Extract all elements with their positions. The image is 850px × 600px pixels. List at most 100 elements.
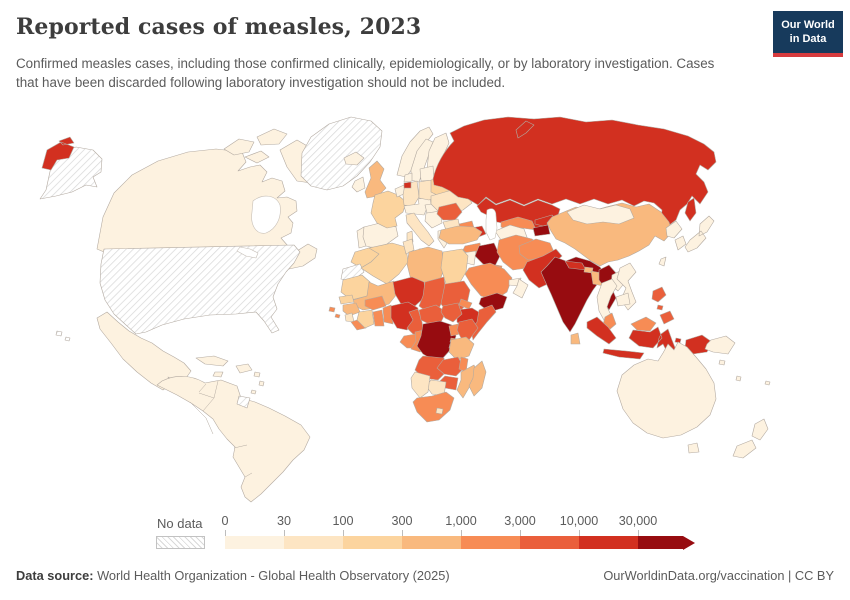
country-taiwan[interactable] xyxy=(658,256,667,267)
country-france[interactable] xyxy=(370,190,407,229)
country-usa[interactable] xyxy=(99,244,301,335)
country-sri-lanka[interactable] xyxy=(570,332,581,345)
country-mongolia[interactable] xyxy=(566,204,635,225)
country-russia-chukotka[interactable] xyxy=(41,136,75,171)
legend-no-data-swatch[interactable] xyxy=(156,536,205,549)
footer-separator: | xyxy=(784,568,795,583)
legend-tick-label: 30 xyxy=(276,514,291,528)
legend-bin-100-300[interactable] xyxy=(343,536,402,549)
owid-logo[interactable]: Our World in Data xyxy=(773,11,843,57)
legend-bin-0-30[interactable] xyxy=(225,536,284,549)
country-australia-tasmania[interactable] xyxy=(687,442,700,454)
legend-bin-30-100[interactable] xyxy=(284,536,343,549)
country-tajikistan[interactable] xyxy=(532,224,551,237)
country-madagascar[interactable] xyxy=(468,360,487,397)
country-tanzania[interactable] xyxy=(448,336,475,361)
legend-tick-label: 1,000 xyxy=(445,514,477,528)
country-canada-arctic-islands[interactable] xyxy=(223,128,318,184)
legend-tick xyxy=(343,530,344,536)
region-baltic-states[interactable] xyxy=(419,165,435,182)
country-south-africa[interactable] xyxy=(412,391,455,423)
country-russia-kaliningrad[interactable] xyxy=(403,181,412,189)
legend-tick xyxy=(579,530,580,536)
country-thailand[interactable] xyxy=(596,278,618,323)
country-guinea[interactable] xyxy=(342,302,361,317)
region-togo-benin[interactable] xyxy=(382,304,394,325)
legend-bar: 0 30 100 300 1,000 3,000 10,000 30,000 xyxy=(221,514,695,550)
country-namibia[interactable] xyxy=(410,371,431,399)
country-senegal[interactable] xyxy=(338,294,355,305)
country-cote-divoire[interactable] xyxy=(356,309,375,329)
legend-tick-label: 30,000 xyxy=(618,514,658,528)
country-north-korea[interactable] xyxy=(665,220,683,239)
country-cambodia[interactable] xyxy=(615,292,631,307)
country-french-guiana[interactable] xyxy=(236,395,251,409)
country-japan[interactable] xyxy=(684,215,715,253)
legend-bin-30,000+[interactable] xyxy=(638,536,683,549)
country-mozambique[interactable] xyxy=(456,364,479,399)
footer-source-text: World Health Organization - Global Healt… xyxy=(93,568,450,583)
legend-bin-1,000-3,000[interactable] xyxy=(461,536,520,549)
page-title: Reported cases of measles, 2023 xyxy=(16,14,422,40)
legend-tick-label: 300 xyxy=(391,514,413,528)
country-canada[interactable] xyxy=(96,148,318,270)
country-south-korea[interactable] xyxy=(674,235,687,251)
country-zambia[interactable] xyxy=(436,356,465,377)
country-russia-sakhalin[interactable] xyxy=(684,197,697,222)
country-papua-new-guinea[interactable] xyxy=(704,335,736,355)
owid-logo-line2: in Data xyxy=(789,33,827,46)
country-denmark[interactable] xyxy=(403,172,413,183)
country-sweden[interactable] xyxy=(410,138,434,183)
country-russia-novaya-zemlya[interactable] xyxy=(515,120,535,139)
country-cape-verde[interactable] xyxy=(328,306,341,319)
country-norway[interactable] xyxy=(396,126,434,178)
country-russia[interactable] xyxy=(432,116,717,227)
country-ghana[interactable] xyxy=(372,309,385,327)
country-hispaniola[interactable] xyxy=(235,363,253,374)
legend-bin-3,000-10,000[interactable] xyxy=(520,536,579,549)
country-malaysia[interactable] xyxy=(602,312,657,332)
footer-source-label: Data source: xyxy=(16,568,94,583)
footer-license: CC BY xyxy=(794,568,834,583)
country-australia[interactable] xyxy=(616,341,717,439)
country-cuba[interactable] xyxy=(195,355,229,367)
legend-tick xyxy=(520,530,521,536)
country-niger[interactable] xyxy=(392,276,427,307)
legend-tick xyxy=(461,530,462,536)
country-united-kingdom[interactable] xyxy=(364,160,387,199)
caspian-sea xyxy=(485,208,498,241)
country-india[interactable] xyxy=(540,256,607,333)
country-south-sudan[interactable] xyxy=(440,302,463,323)
legend-arrow[interactable] xyxy=(683,535,695,550)
country-ireland[interactable] xyxy=(351,176,366,193)
region-pacific-islands[interactable] xyxy=(718,359,771,386)
legend-no-data-label: No data xyxy=(157,516,203,531)
country-iceland[interactable] xyxy=(343,151,365,166)
country-new-zealand[interactable] xyxy=(732,418,769,459)
owid-logo-line1: Our World xyxy=(781,19,835,31)
footer: Data source: World Health Organization -… xyxy=(16,568,834,583)
country-iraq[interactable] xyxy=(474,242,501,267)
country-lesotho[interactable] xyxy=(435,407,444,415)
footer-link[interactable]: OurWorldinData.org/vaccination xyxy=(603,568,785,583)
country-philippines[interactable] xyxy=(651,286,675,325)
legend-tick-label: 0 xyxy=(221,514,229,528)
country-tunisia[interactable] xyxy=(402,238,415,255)
footer-right: OurWorldinData.org/vaccination | CC BY xyxy=(603,568,834,583)
legend-tick xyxy=(284,530,285,536)
legend-bin-300-1,000[interactable] xyxy=(402,536,461,549)
country-turkey[interactable] xyxy=(438,225,483,245)
legend-tick xyxy=(402,530,403,536)
region-south-america[interactable] xyxy=(156,376,311,503)
legend-bin-10,000-30,000[interactable] xyxy=(579,536,638,549)
country-egypt[interactable] xyxy=(440,248,469,285)
region-caribbean-islands[interactable] xyxy=(250,371,265,395)
country-burkina-faso[interactable] xyxy=(364,295,387,311)
country-oman[interactable] xyxy=(512,278,529,299)
country-usa-hawaii[interactable] xyxy=(55,330,71,342)
page-subtitle: Confirmed measles cases, including those… xyxy=(16,56,715,91)
country-greenland[interactable] xyxy=(300,116,383,191)
country-saudi-arabia[interactable] xyxy=(464,262,513,301)
country-jamaica[interactable] xyxy=(212,371,224,378)
